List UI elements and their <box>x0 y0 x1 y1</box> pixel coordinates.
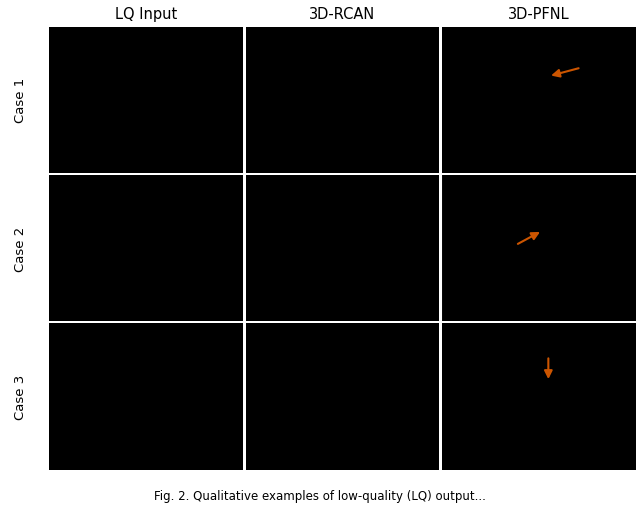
Text: 3D-PFNL: 3D-PFNL <box>508 7 570 22</box>
Text: Case 1: Case 1 <box>13 78 27 123</box>
Text: Case 2: Case 2 <box>13 226 27 271</box>
Text: Case 3: Case 3 <box>13 374 27 419</box>
Text: 3D-RCAN: 3D-RCAN <box>309 7 376 22</box>
Text: LQ Input: LQ Input <box>115 7 177 22</box>
Text: Fig. 2. Qualitative examples of low-quality (LQ) output...: Fig. 2. Qualitative examples of low-qual… <box>154 489 486 502</box>
